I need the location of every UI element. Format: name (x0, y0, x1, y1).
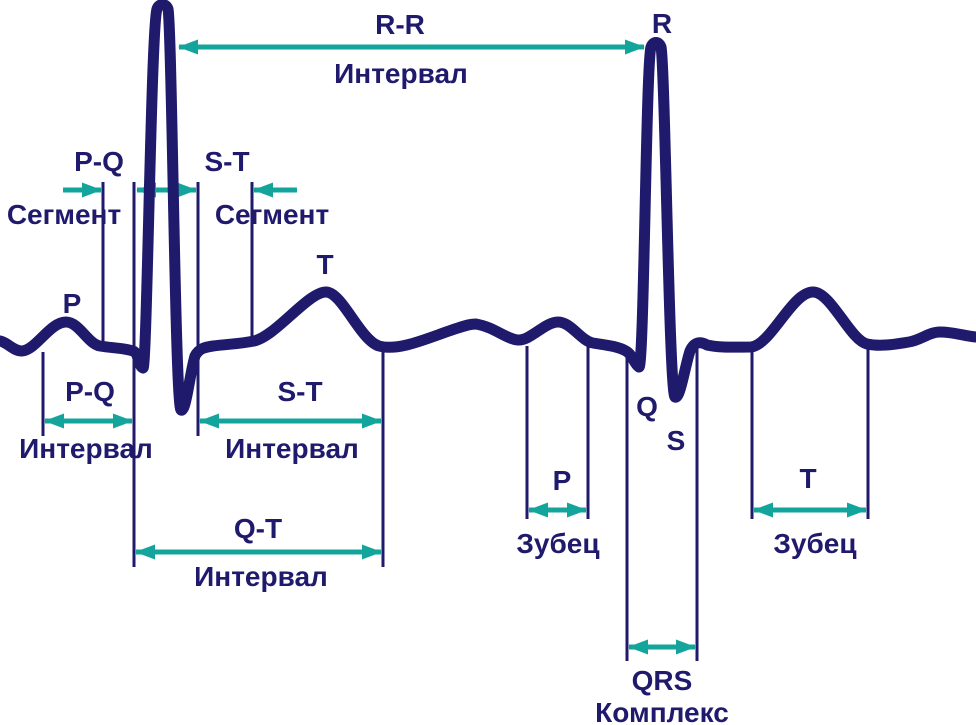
p-tooth-sublabel: Зубец (516, 528, 599, 559)
qt-interval-label: Q-T (234, 513, 282, 544)
st-segment-label: S-T (204, 146, 249, 177)
pq-segment-sublabel: Сегмент (7, 199, 121, 230)
pq-segment-label: P-Q (74, 146, 124, 177)
st-segment-sublabel: Сегмент (215, 199, 329, 230)
s-wave-label: S (667, 425, 686, 456)
t-tooth-label: T (799, 463, 816, 494)
pq-interval-sublabel: Интервал (19, 433, 153, 464)
st-interval-label: S-T (277, 376, 322, 407)
st-interval-sublabel: Интервал (225, 433, 359, 464)
qrs-complex-sublabel: Комплекс (595, 697, 729, 725)
boundary-lines (41, 182, 870, 661)
t-wave-label: T (316, 249, 333, 280)
rr-interval-sublabel: Интервал (334, 58, 468, 89)
pq-interval-label: P-Q (65, 376, 115, 407)
t-tooth-sublabel: Зубец (773, 528, 856, 559)
labels: R-R Интервал R P-Q Сегмент S-T Сегмент P… (7, 8, 857, 725)
r-peak-label: R (652, 8, 672, 39)
qt-interval-sublabel: Интервал (194, 561, 328, 592)
rr-interval-label: R-R (375, 9, 425, 40)
p-tooth-label: P (553, 465, 572, 496)
p-wave-label: P (63, 288, 82, 319)
q-wave-label: Q (636, 391, 658, 422)
dimension-arrows (44, 39, 867, 655)
ecg-waveform-trace (0, 0, 976, 416)
qrs-complex-label: QRS (632, 665, 693, 696)
